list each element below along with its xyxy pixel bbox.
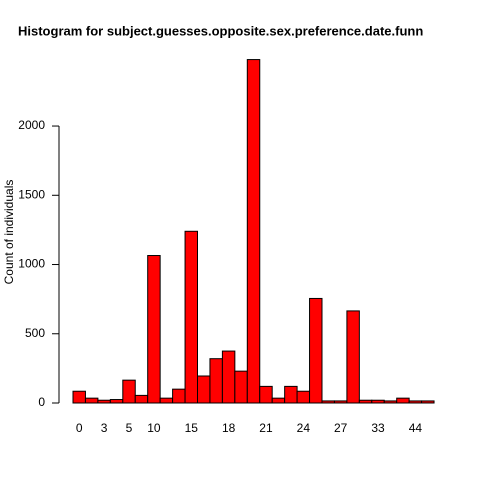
bar [271, 397, 286, 404]
bar [421, 400, 435, 404]
x-tick-label: 10 [147, 421, 161, 435]
bar [284, 385, 298, 404]
y-tick-label: 1500 [18, 187, 45, 201]
bar [358, 399, 373, 404]
bar [72, 390, 86, 404]
bar [134, 394, 149, 404]
bar [109, 399, 124, 404]
chart-title: Histogram for subject.guesses.opposite.s… [18, 23, 423, 38]
x-tick-label: 33 [371, 421, 385, 435]
x-tick-label: 18 [222, 421, 236, 435]
bar [221, 350, 236, 404]
bar [259, 385, 273, 404]
x-tick-label: 3 [101, 421, 108, 435]
bar [408, 400, 423, 404]
bar [296, 390, 311, 404]
bar [159, 397, 174, 404]
bar [371, 399, 385, 404]
x-tick-label: 27 [334, 421, 348, 435]
bar [172, 388, 186, 404]
x-tick-label: 15 [185, 421, 199, 435]
y-tick-label: 1000 [18, 257, 45, 271]
x-tick-label: 21 [259, 421, 273, 435]
bar [184, 230, 199, 404]
bar [396, 397, 410, 404]
bar [97, 399, 111, 404]
bar [84, 397, 99, 404]
bar [234, 370, 248, 404]
x-tick-label: 44 [409, 421, 423, 435]
x-tick-label: 5 [126, 421, 133, 435]
y-tick-label: 2000 [18, 118, 45, 132]
bar [197, 375, 211, 404]
bar [122, 379, 136, 404]
bar [333, 400, 348, 404]
y-axis-label: Count of individuals [2, 180, 16, 285]
bar [147, 255, 161, 404]
x-tick-label: 0 [76, 421, 83, 435]
bar [309, 297, 323, 404]
bar [346, 310, 360, 404]
x-tick-label: 24 [297, 421, 311, 435]
y-tick-label: 500 [25, 326, 45, 340]
y-tick-label: 0 [38, 395, 45, 409]
bar [209, 358, 223, 404]
bar [383, 400, 398, 404]
bar [246, 59, 261, 404]
bar [321, 400, 335, 404]
